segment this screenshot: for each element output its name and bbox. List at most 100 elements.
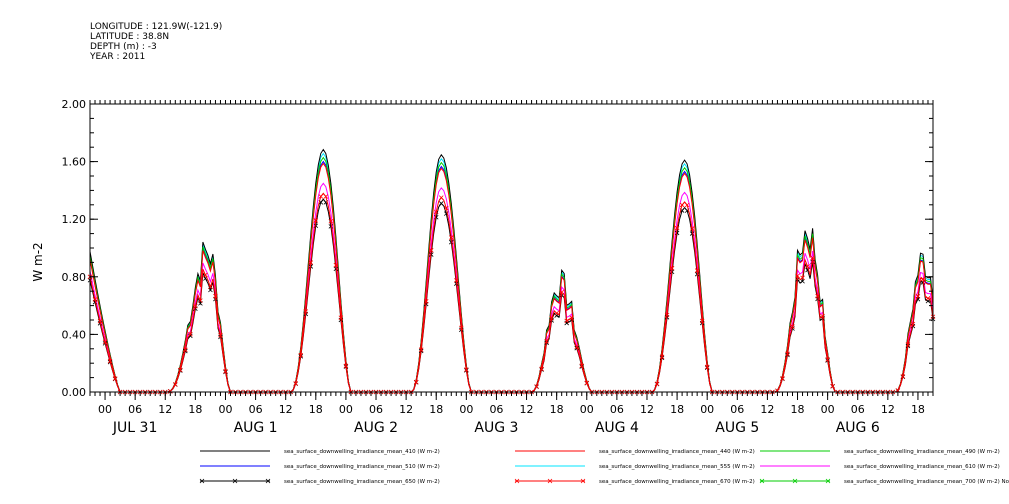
series-point <box>298 352 304 358</box>
series-7 <box>87 192 936 395</box>
y-tick-label: 0.80 <box>62 271 87 284</box>
legend-entry: sea_surface_downwelling_irradiance_mean_… <box>514 478 755 485</box>
series-point <box>790 324 795 329</box>
legend-entry: sea_surface_downwelling_irradiance_mean_… <box>199 478 440 485</box>
x-tick-label: 00 <box>580 403 594 416</box>
series-point <box>805 263 810 269</box>
legend-label: sea_surface_downwelling_irradiance_mean_… <box>284 449 440 455</box>
x-tick-label: 18 <box>670 403 684 416</box>
x-tick-label: 06 <box>730 403 744 416</box>
series-point <box>920 280 926 285</box>
series-point <box>569 315 574 320</box>
series-line <box>89 160 934 393</box>
series-point <box>323 194 329 199</box>
x-tick-label: 18 <box>188 403 202 416</box>
depth-text: DEPTH (m) : -3 <box>90 42 157 52</box>
series-point <box>433 209 439 215</box>
series-point <box>699 318 705 324</box>
legend-label: sea_surface_downwelling_irradiance_mean_… <box>844 464 1000 470</box>
series-point <box>564 318 569 324</box>
series-point <box>549 315 554 321</box>
series-point <box>193 303 198 309</box>
series-point <box>800 278 805 284</box>
series-point <box>674 225 680 231</box>
x-tick-label: 18 <box>550 403 564 416</box>
series-point <box>464 367 469 372</box>
series-point <box>780 376 785 381</box>
series-point <box>107 358 113 364</box>
legend-entry: sea_surface_downwelling_irradiance_mean_… <box>515 464 755 470</box>
legend-label: sea_surface_downwelling_irradiance_mean_… <box>599 479 755 485</box>
series-point <box>173 382 178 387</box>
series-point <box>213 293 218 299</box>
x-tick-label: 00 <box>700 403 714 416</box>
series-point <box>689 231 695 236</box>
x-tick-label: 00 <box>98 403 112 416</box>
series-point <box>704 364 710 370</box>
legend-entry: sea_surface_downwelling_irradiance_mean_… <box>759 478 1009 485</box>
series-point <box>102 339 108 345</box>
series-point <box>218 332 223 338</box>
x-tick-label: 12 <box>640 403 654 416</box>
series-point <box>223 369 228 374</box>
x-tick-label: 00 <box>459 403 473 416</box>
x-tick-label: 00 <box>339 403 353 416</box>
series-point <box>925 296 931 301</box>
latitude-text: LATITUDE : 38.8N <box>90 32 170 42</box>
day-label: AUG 2 <box>354 420 398 436</box>
series-1 <box>89 162 934 393</box>
day-label: AUG 1 <box>234 420 278 436</box>
year-text: YEAR : 2011 <box>90 52 146 62</box>
series-point <box>438 195 444 200</box>
series-point <box>178 367 183 373</box>
legend-label: sea_surface_downwelling_irradiance_mean_… <box>844 479 1009 485</box>
series-point <box>418 347 424 352</box>
legend: sea_surface_downwelling_irradiance_mean_… <box>199 449 1009 485</box>
y-axis-label: W m-2 <box>31 242 45 281</box>
x-tick-label: 12 <box>760 403 774 416</box>
series-point <box>669 265 675 271</box>
series-point <box>795 273 800 279</box>
series-point <box>443 205 449 211</box>
y-tick-label: 1.20 <box>62 213 87 226</box>
legend-marker <box>792 478 798 484</box>
legend-entry: sea_surface_downwelling_irradiance_mean_… <box>515 449 755 455</box>
series-point <box>539 366 544 372</box>
x-tick-label: 00 <box>821 403 835 416</box>
legend-marker <box>265 478 271 484</box>
legend-marker <box>825 478 831 484</box>
series-point <box>208 284 213 290</box>
x-tick-label: 06 <box>369 403 383 416</box>
series-layer <box>87 148 936 395</box>
series-line <box>89 162 934 393</box>
legend-label: sea_surface_downwelling_irradiance_mean_… <box>599 464 755 470</box>
series-point <box>428 248 434 253</box>
series-point <box>328 218 334 224</box>
legend-marker <box>547 478 553 484</box>
series-point <box>584 380 590 386</box>
series-point <box>318 194 324 199</box>
series-point <box>800 275 805 281</box>
series-3 <box>89 160 934 393</box>
day-label: AUG 3 <box>474 420 518 436</box>
series-point <box>664 312 670 318</box>
series-point <box>333 262 339 268</box>
series-point <box>313 218 319 223</box>
x-tick-label: 06 <box>249 403 263 416</box>
series-point <box>574 344 580 350</box>
series-point <box>910 321 916 327</box>
y-tick-label: 0.40 <box>62 328 87 341</box>
series-point <box>689 226 695 231</box>
series-point <box>900 374 906 379</box>
x-tick-label: 18 <box>911 403 925 416</box>
series-point <box>694 268 700 273</box>
series-point <box>454 278 459 283</box>
series-point <box>559 289 564 295</box>
legend-label: sea_surface_downwelling_irradiance_mean_… <box>844 449 1000 455</box>
series-point <box>830 383 835 389</box>
series-point <box>203 272 208 278</box>
axes-layer: 0.00 0.40 0.80 1.20 1.60 2.00 00 06 12 18 00 06 12 18… <box>62 98 934 436</box>
series-point <box>423 299 429 304</box>
series-point <box>198 298 203 303</box>
series-point <box>168 389 173 394</box>
